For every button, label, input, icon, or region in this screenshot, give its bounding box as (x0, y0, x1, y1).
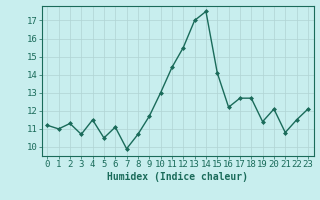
X-axis label: Humidex (Indice chaleur): Humidex (Indice chaleur) (107, 172, 248, 182)
